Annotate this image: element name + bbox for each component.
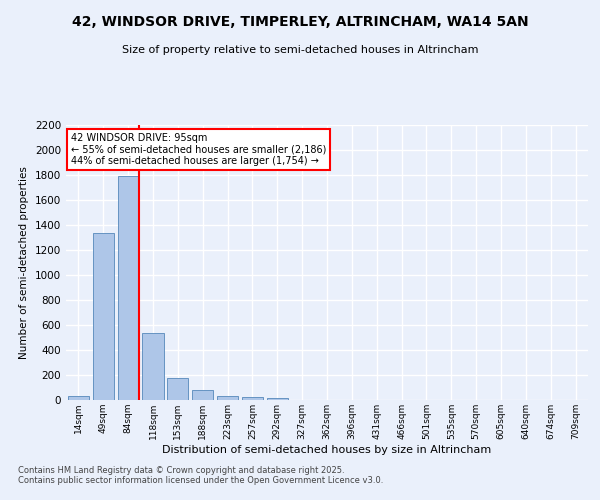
Bar <box>142 333 164 400</box>
Text: 42, WINDSOR DRIVE, TIMPERLEY, ALTRINCHAM, WA14 5AN: 42, WINDSOR DRIVE, TIMPERLEY, ALTRINCHAM… <box>71 15 529 29</box>
Text: Size of property relative to semi-detached houses in Altrincham: Size of property relative to semi-detach… <box>122 45 478 55</box>
Bar <box>118 176 139 400</box>
Bar <box>93 232 114 400</box>
Bar <box>192 390 213 400</box>
Y-axis label: Number of semi-detached properties: Number of semi-detached properties <box>19 166 29 359</box>
X-axis label: Distribution of semi-detached houses by size in Altrincham: Distribution of semi-detached houses by … <box>163 444 491 454</box>
Text: 42 WINDSOR DRIVE: 95sqm
← 55% of semi-detached houses are smaller (2,186)
44% of: 42 WINDSOR DRIVE: 95sqm ← 55% of semi-de… <box>71 133 326 166</box>
Bar <box>68 396 89 400</box>
Text: Contains HM Land Registry data © Crown copyright and database right 2025.
Contai: Contains HM Land Registry data © Crown c… <box>18 466 383 485</box>
Bar <box>217 396 238 400</box>
Bar <box>167 378 188 400</box>
Bar <box>242 397 263 400</box>
Bar <box>267 398 288 400</box>
